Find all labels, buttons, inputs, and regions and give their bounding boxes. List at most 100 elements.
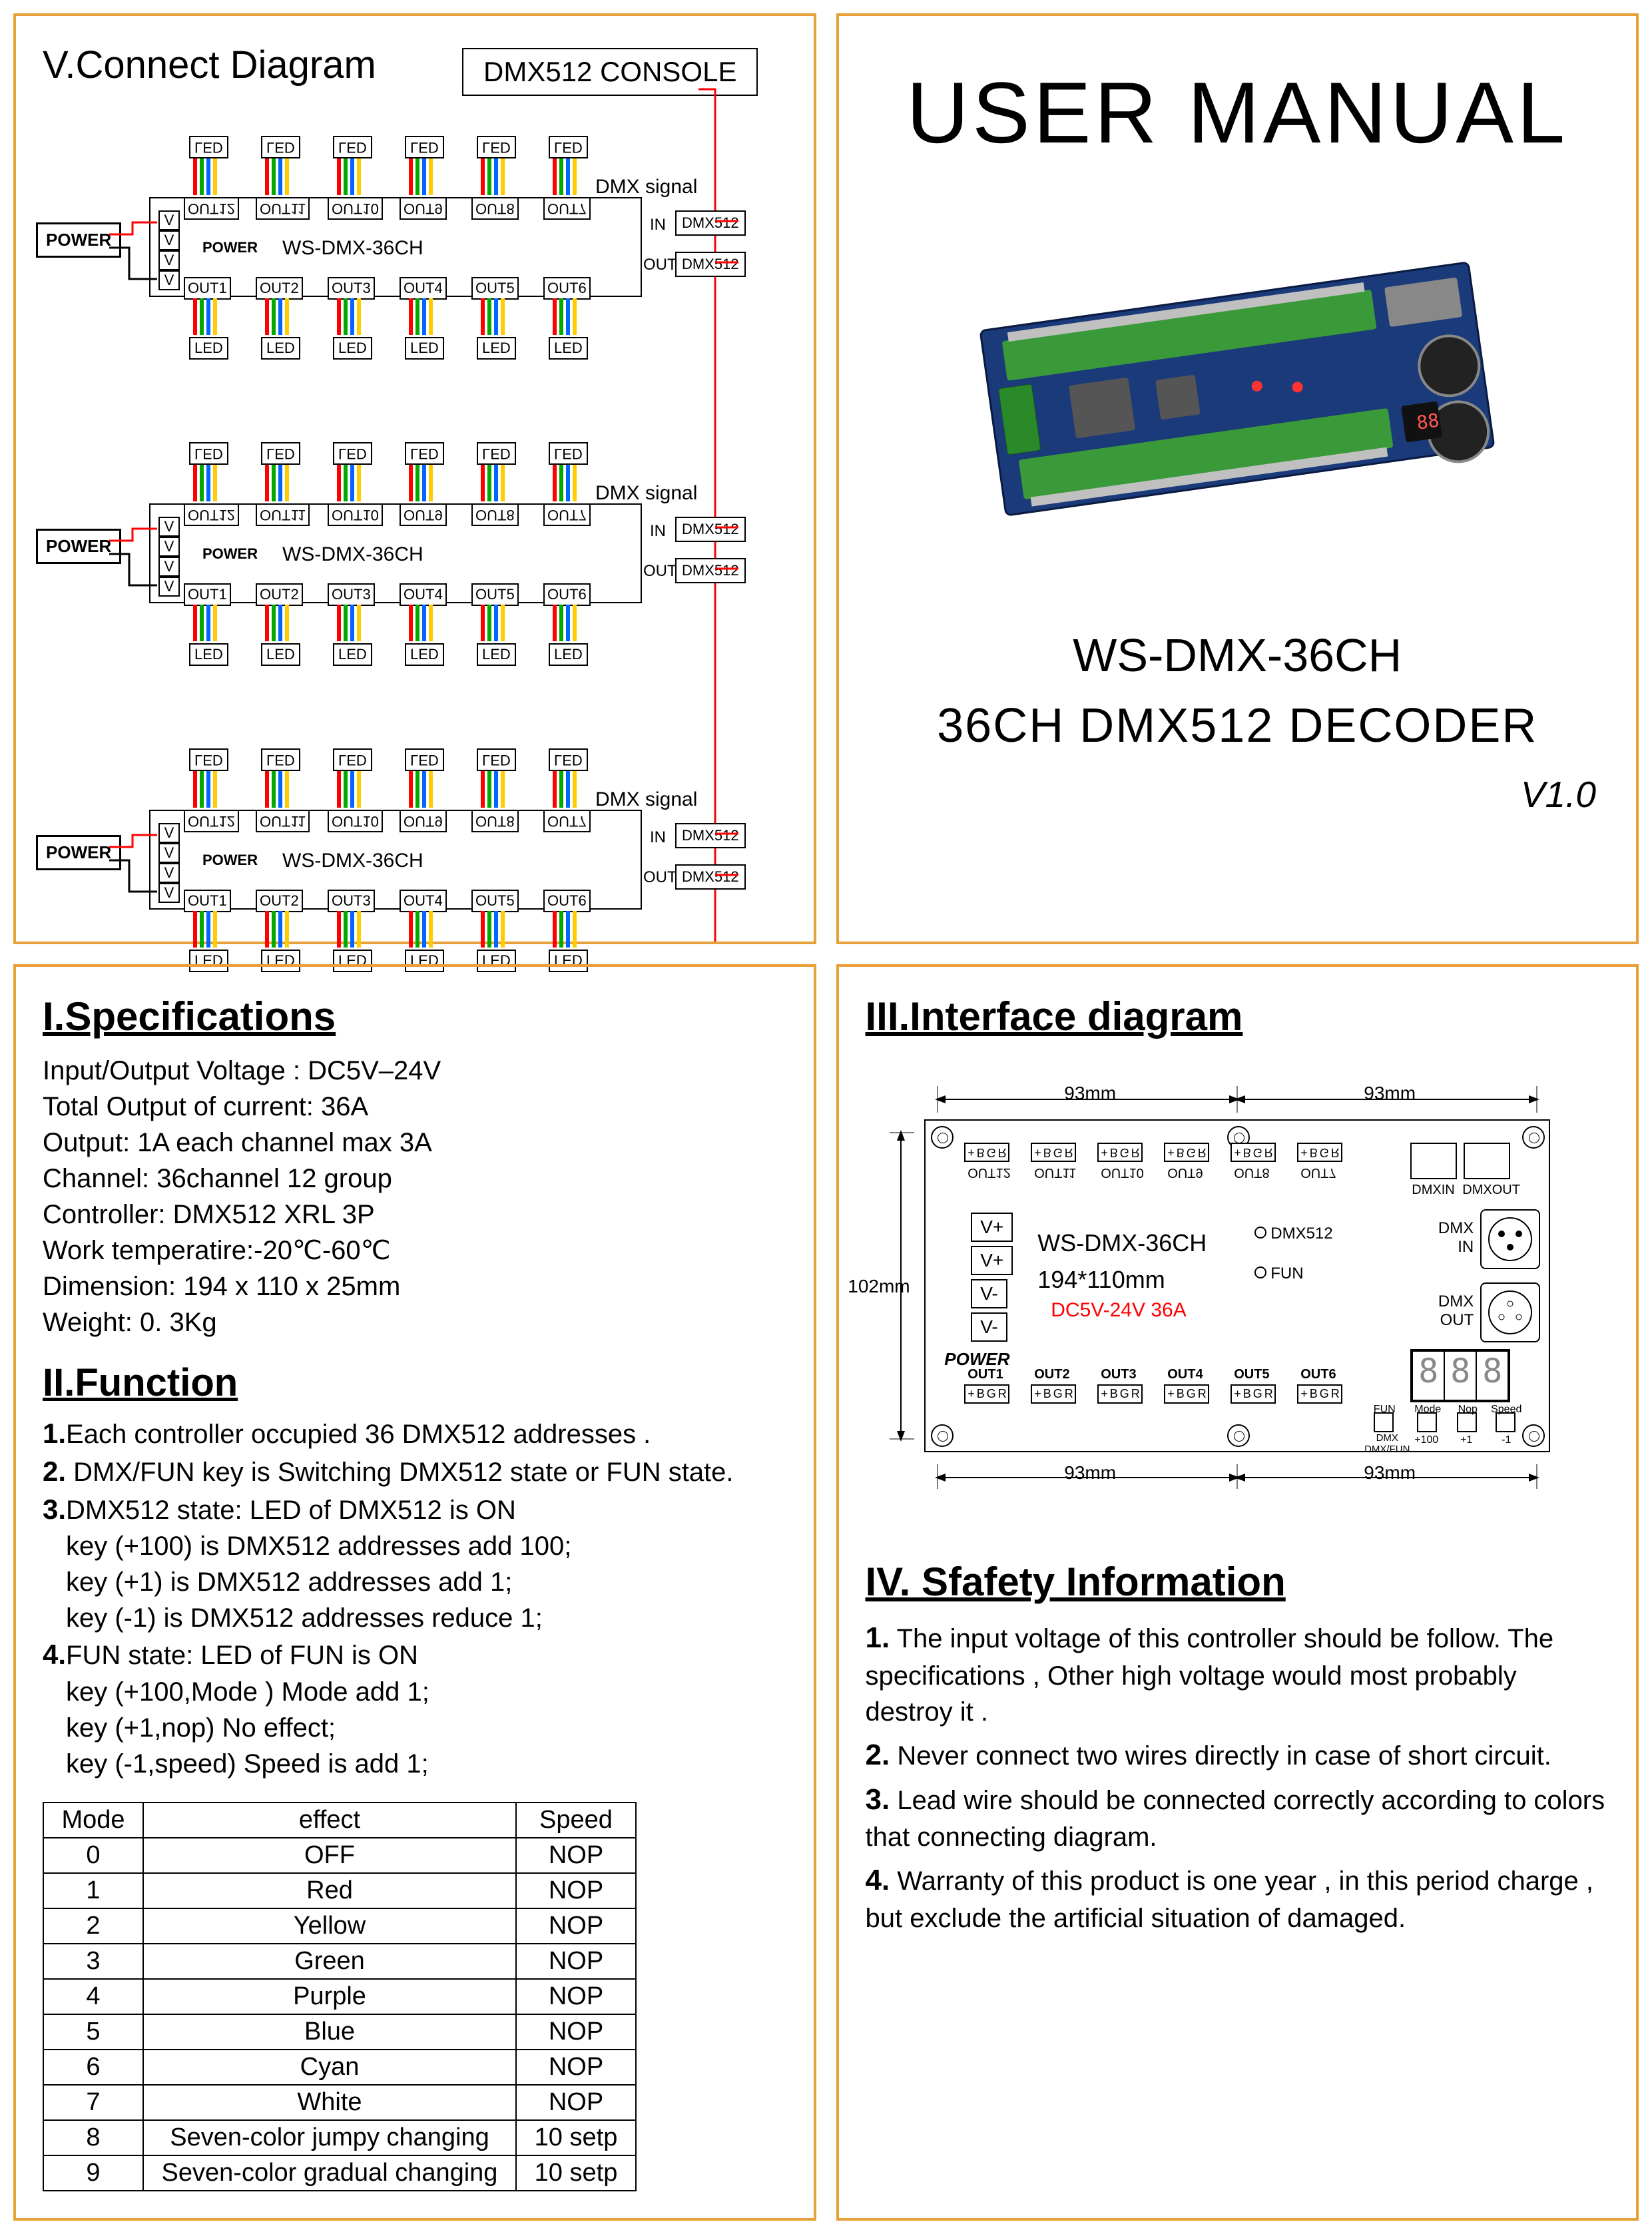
dmx-out-port: DMX512	[675, 558, 746, 583]
func-subitem: key (+1) is DMX512 addresses add 1;	[66, 1564, 787, 1600]
safety-heading: IV. Sfafety Information	[866, 1559, 1610, 1605]
power-box: POWER	[36, 222, 121, 258]
terminal-block: + B G R	[1097, 1143, 1143, 1162]
dmx-signal-label: DMX signal	[595, 788, 697, 811]
dmx-signal-label: DMX signal	[595, 176, 697, 198]
led-box: LED	[549, 748, 588, 771]
v-terminal: V	[158, 863, 180, 883]
table-cell: 4	[43, 1979, 143, 2014]
table-row: 6CyanNOP	[43, 2050, 636, 2085]
rgb-wires	[409, 158, 433, 195]
table-cell: White	[143, 2085, 516, 2120]
led-box: LED	[333, 136, 372, 158]
led-box: LED	[189, 136, 228, 158]
table-cell: NOP	[516, 2014, 636, 2050]
power-box: POWER	[36, 529, 121, 564]
out-port: OUT3	[328, 583, 375, 606]
version-label: V1.0	[1521, 773, 1596, 816]
terminal-block: + B G R	[964, 1143, 1009, 1162]
led-icon	[1254, 1266, 1267, 1279]
table-cell: 10 setp	[516, 2120, 636, 2155]
button-label: FUN	[1368, 1404, 1400, 1416]
xlr-in	[1480, 1209, 1540, 1269]
table-cell: NOP	[516, 1873, 636, 1908]
out-port: OUT4	[400, 583, 447, 606]
svg-text:88: 88	[1416, 409, 1441, 433]
spec-line: Channel: 36channel 12 group	[43, 1161, 787, 1197]
terminal-block: + B G R	[1297, 1384, 1342, 1404]
out-port: OUT5	[471, 277, 519, 300]
mode-table: ModeeffectSpeed 0OFFNOP1RedNOP2YellowNOP…	[43, 1802, 637, 2191]
v-terminal: V	[158, 823, 180, 843]
func-item: 3.DMX512 state: LED of DMX512 is ON	[43, 1491, 787, 1529]
pcb-image: 88	[938, 216, 1537, 562]
v-terminal: V	[158, 250, 180, 270]
rgb-wires	[265, 911, 289, 948]
spec-line: Controller: DMX512 XRL 3P	[43, 1197, 787, 1233]
led-box: LED	[477, 748, 516, 771]
rgb-wires	[553, 158, 577, 195]
bottom-row: I.Specifications Input/Output Voltage : …	[13, 964, 1639, 2221]
led-box: LED	[405, 643, 444, 666]
safety-item: 3. Lead wire should be connected correct…	[866, 1780, 1610, 1855]
button-label: Nop	[1452, 1404, 1484, 1416]
terminal-block: + B G R	[1297, 1143, 1342, 1162]
vplus-1: V+	[971, 1213, 1013, 1242]
led-box: LED	[405, 136, 444, 158]
table-row: 8Seven-color jumpy changing10 setp	[43, 2120, 636, 2155]
led-box: LED	[549, 643, 588, 666]
dmx-in-port: DMX512	[675, 210, 746, 236]
rgb-wires	[409, 605, 433, 641]
led-box: LED	[333, 748, 372, 771]
table-cell: NOP	[516, 2085, 636, 2120]
table-cell: Blue	[143, 2014, 516, 2050]
led-box: LED	[261, 337, 300, 360]
spec-heading: I.Specifications	[43, 993, 787, 1039]
rgb-wires	[337, 911, 361, 948]
out-label: OUT9	[1167, 1165, 1203, 1180]
table-cell: 7	[43, 2085, 143, 2120]
out-port: OUT2	[256, 583, 303, 606]
led-icon	[1254, 1226, 1267, 1239]
v-terminal: V	[158, 517, 180, 537]
rgb-wires	[481, 465, 505, 501]
dmxout-small: DMXOUT	[1462, 1183, 1520, 1198]
rgb-wires	[337, 771, 361, 808]
power-inner-label: POWER	[202, 852, 258, 869]
led-box: LED	[261, 748, 300, 771]
v-terminal: V	[158, 230, 180, 250]
rj45-out	[1464, 1143, 1510, 1179]
func-subitem: key (+1,nop) No effect;	[66, 1710, 787, 1746]
controller-model: WS-DMX-36CH	[282, 850, 423, 872]
table-cell: Purple	[143, 1979, 516, 2014]
dim-top-1: 93mm	[1064, 1083, 1116, 1104]
func-item: 1.Each controller occupied 36 DMX512 add…	[43, 1415, 787, 1453]
rgb-wires	[409, 911, 433, 948]
table-row: 2YellowNOP	[43, 1908, 636, 1944]
out-label: OUT8	[1234, 1165, 1269, 1180]
dmx-in-label: DMXIN	[1437, 1219, 1474, 1257]
table-cell: OFF	[143, 1838, 516, 1873]
terminal-block: + B G R	[1164, 1384, 1209, 1404]
rgb-wires	[481, 911, 505, 948]
connect-diagram-panel: V.Connect Diagram DMX512 CONSOLE DMX sig…	[13, 13, 816, 944]
terminal-block: + B G R	[1231, 1384, 1276, 1404]
out-label: OUT5	[1234, 1367, 1269, 1382]
dmx-out-port: DMX512	[675, 864, 746, 890]
table-cell: NOP	[516, 1838, 636, 1873]
controller-model: WS-DMX-36CH	[282, 543, 423, 566]
rgb-wires	[337, 605, 361, 641]
dmx-in-port: DMX512	[675, 823, 746, 848]
out-label: OUT	[643, 868, 677, 887]
table-cell: NOP	[516, 1908, 636, 1944]
rgb-wires	[265, 158, 289, 195]
spec-line: Weight: 0. 3Kg	[43, 1304, 787, 1340]
out-label: OUT2	[1034, 1367, 1069, 1382]
rgb-wires	[265, 771, 289, 808]
in-label: IN	[650, 522, 666, 541]
button-sublabel: -1	[1490, 1434, 1522, 1446]
safety-body: 1. The input voltage of this controller …	[866, 1618, 1610, 1936]
dmx512-led-label: DMX512	[1270, 1225, 1332, 1243]
manual-title: USER MANUAL	[906, 63, 1568, 162]
led-box: LED	[405, 442, 444, 465]
